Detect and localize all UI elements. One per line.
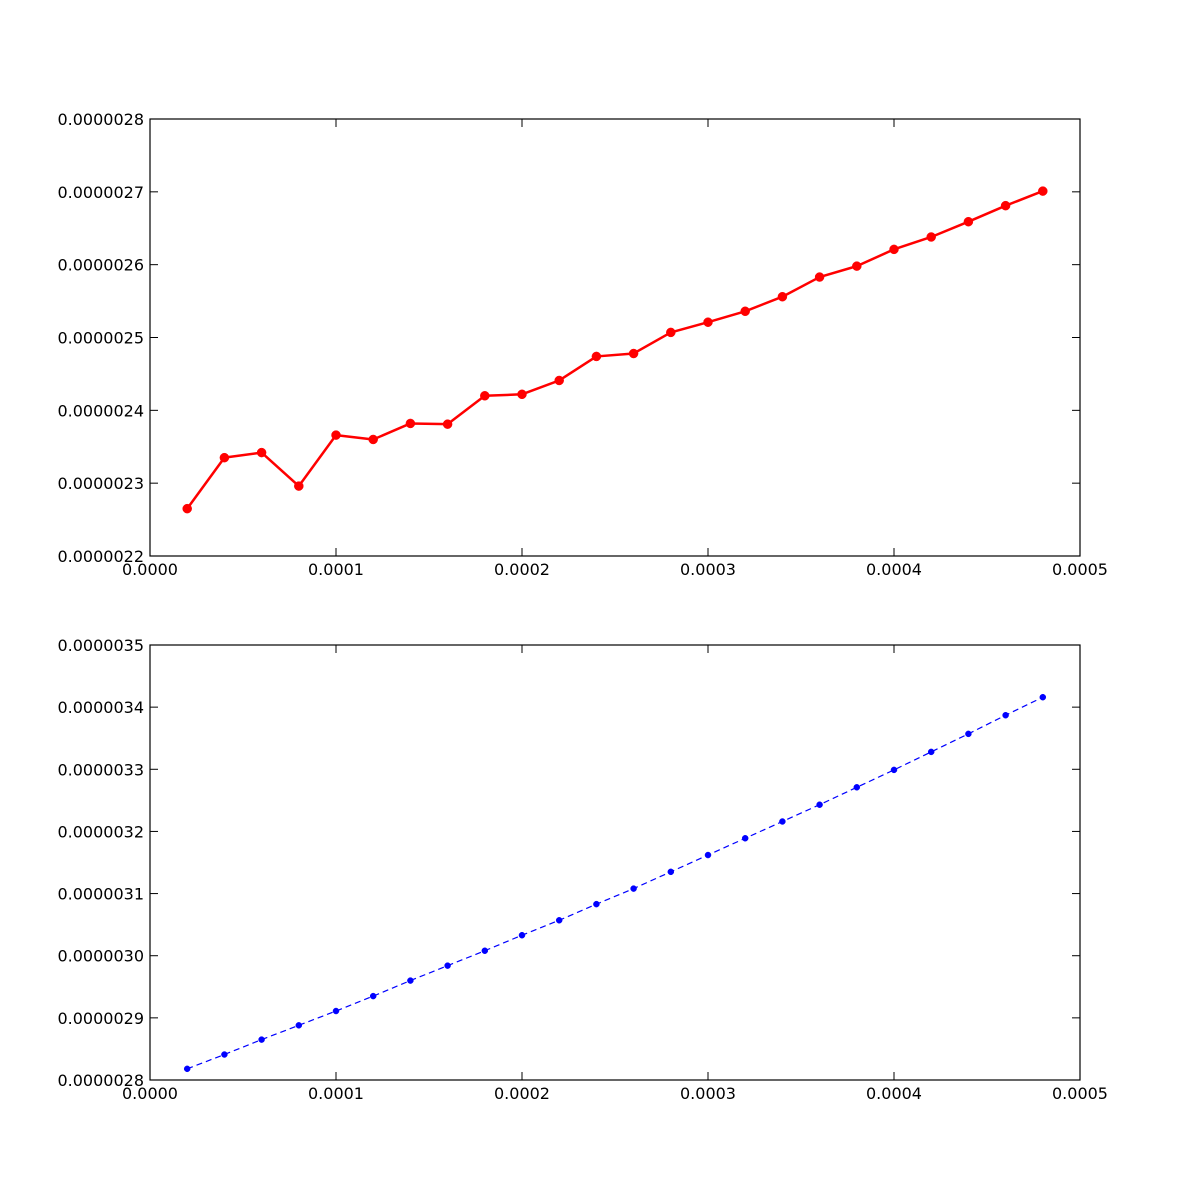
x-tick-label: 0.0001 bbox=[308, 1084, 364, 1103]
data-point bbox=[294, 481, 304, 491]
data-point bbox=[816, 801, 823, 808]
data-point bbox=[741, 835, 749, 842]
y-tick-label: 0.0000030 bbox=[57, 947, 144, 966]
x-tick-label: 0.0000 bbox=[122, 1084, 178, 1103]
x-tick-label: 0.0002 bbox=[494, 1084, 550, 1103]
y-tick-label: 0.0000034 bbox=[57, 698, 144, 717]
x-tick-label: 0.0004 bbox=[866, 1084, 922, 1103]
data-point bbox=[258, 1036, 265, 1043]
data-point bbox=[703, 317, 713, 327]
data-point bbox=[666, 327, 676, 338]
data-point bbox=[927, 748, 935, 756]
y-tick-label: 0.0000029 bbox=[57, 1009, 144, 1028]
data-point bbox=[369, 992, 377, 1000]
x-tick-label: 0.0002 bbox=[494, 560, 550, 579]
x-tick-label: 0.0001 bbox=[308, 560, 364, 579]
data-point bbox=[405, 418, 416, 429]
data-point bbox=[481, 947, 489, 954]
data-point bbox=[368, 434, 378, 445]
data-point bbox=[704, 851, 712, 859]
x-tick-label: 0.0005 bbox=[1052, 1084, 1108, 1103]
y-tick-label: 0.0000033 bbox=[57, 760, 144, 779]
data-point bbox=[517, 389, 527, 400]
top-chart: 0.0000 0.0001 0.0002 0.0003 0.0004 0.0005 0.00… bbox=[57, 110, 1108, 579]
data-point bbox=[442, 419, 453, 429]
data-point bbox=[963, 216, 974, 227]
data-point bbox=[1039, 693, 1047, 701]
x-tick-label: 0.0004 bbox=[866, 560, 922, 579]
y-tick-label: 0.0000025 bbox=[57, 329, 144, 348]
data-point bbox=[480, 391, 490, 401]
data-point bbox=[889, 244, 899, 255]
x-tick-label: 0.0003 bbox=[680, 1084, 736, 1103]
data-point bbox=[554, 375, 564, 386]
data-point bbox=[1038, 186, 1048, 196]
data-point bbox=[444, 962, 451, 969]
data-point bbox=[256, 447, 267, 458]
data-point bbox=[593, 900, 600, 908]
data-point bbox=[814, 272, 825, 282]
data-point bbox=[853, 784, 861, 791]
y-tick-label: 0.0000035 bbox=[57, 636, 144, 655]
data-point bbox=[852, 261, 862, 271]
data-point bbox=[591, 351, 602, 362]
y-tick-label: 0.0000022 bbox=[57, 547, 144, 566]
data-point bbox=[1002, 711, 1009, 719]
x-tick-label: 0.0003 bbox=[680, 560, 736, 579]
data-point bbox=[518, 931, 526, 939]
data-point bbox=[740, 306, 750, 317]
data-point bbox=[965, 730, 972, 738]
x-tick-label: 0.0000 bbox=[122, 560, 178, 579]
data-point bbox=[219, 452, 230, 463]
data-point bbox=[667, 868, 675, 876]
data-point bbox=[926, 232, 936, 242]
data-point bbox=[628, 348, 639, 359]
data-point bbox=[779, 818, 786, 825]
x-tick-label: 0.0005 bbox=[1052, 560, 1108, 579]
series-line bbox=[186, 189, 1044, 510]
y-tick-label: 0.0000024 bbox=[57, 401, 144, 420]
y-tick-label: 0.0000028 bbox=[57, 110, 144, 129]
series-line bbox=[186, 696, 1044, 1070]
y-tick-label: 0.0000031 bbox=[57, 885, 144, 904]
data-point bbox=[221, 1051, 228, 1058]
data-point bbox=[182, 503, 192, 514]
axes-frame bbox=[149, 644, 1081, 1081]
data-point bbox=[630, 885, 637, 892]
data-point bbox=[331, 430, 341, 440]
y-tick-label: 0.0000032 bbox=[57, 822, 144, 841]
data-point bbox=[1000, 200, 1011, 211]
bottom-chart: 0.0000 0.0001 0.0002 0.0003 0.0004 0.0005 0.00… bbox=[57, 636, 1108, 1103]
y-tick-label: 0.0000023 bbox=[57, 474, 144, 493]
data-point bbox=[555, 917, 563, 924]
y-tick-label: 0.0000027 bbox=[57, 183, 144, 202]
data-point bbox=[407, 977, 414, 984]
y-tick-label: 0.0000028 bbox=[57, 1071, 144, 1090]
data-point bbox=[295, 1022, 303, 1029]
y-tick-label: 0.0000026 bbox=[57, 256, 144, 275]
data-point bbox=[890, 766, 898, 774]
data-point bbox=[332, 1007, 340, 1015]
data-point bbox=[777, 291, 788, 302]
data-point bbox=[183, 1065, 191, 1073]
